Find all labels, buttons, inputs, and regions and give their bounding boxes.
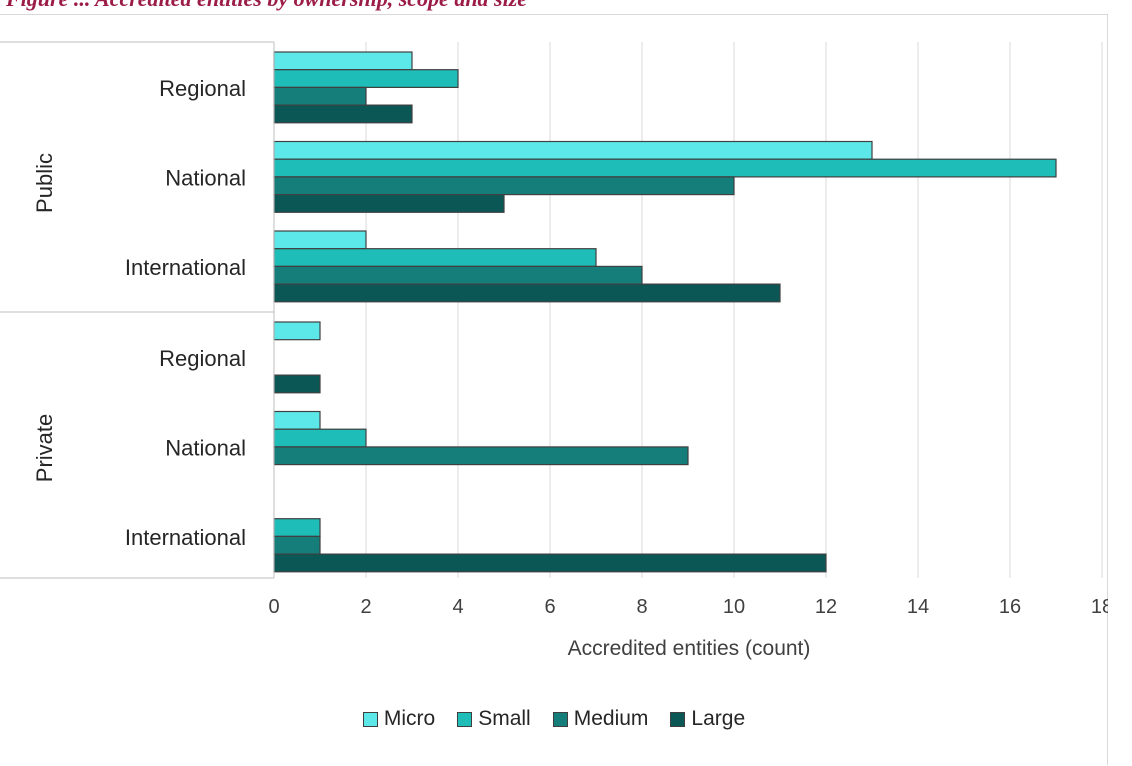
axis-lines xyxy=(0,41,275,579)
legend-item-micro: Micro xyxy=(362,707,436,731)
bar-small xyxy=(273,518,321,538)
x-tick-label: 16 xyxy=(999,596,1021,618)
bar-small xyxy=(273,428,367,448)
category-label: International xyxy=(125,525,246,550)
bar-medium xyxy=(273,535,321,555)
legend-item-medium: Medium xyxy=(552,707,649,731)
bar-medium xyxy=(273,265,643,285)
legend-swatch xyxy=(670,711,686,727)
bar-large xyxy=(273,374,321,394)
x-tick-label: 14 xyxy=(907,596,929,618)
bar-small xyxy=(273,69,459,89)
figure-caption: Figure ... Accredited entities by owners… xyxy=(6,0,527,12)
bar-medium xyxy=(273,176,735,196)
x-tick-label: 2 xyxy=(360,596,371,618)
legend-label: Large xyxy=(691,707,746,730)
tick-labels: 0 2 4 6 8 10 12 14 16 18 xyxy=(268,596,1108,618)
legend-label: Small xyxy=(478,707,531,730)
group-label: Private xyxy=(32,414,57,482)
group-label: Public xyxy=(32,153,57,213)
bar-medium xyxy=(273,446,689,466)
legend-swatch xyxy=(457,711,473,727)
bar-medium xyxy=(273,86,367,106)
legend-label: Micro xyxy=(383,707,436,730)
x-tick-label: 0 xyxy=(268,596,279,618)
bar-large xyxy=(273,104,413,124)
bar-micro xyxy=(273,140,873,160)
category-label: National xyxy=(165,166,246,191)
bar-micro xyxy=(273,321,321,341)
category-label: Regional xyxy=(159,76,246,101)
legend-swatch xyxy=(362,711,378,727)
bar-large xyxy=(273,553,827,573)
bar-micro xyxy=(273,51,413,71)
bars xyxy=(273,51,1057,573)
bar-large xyxy=(273,283,781,303)
bar-large xyxy=(273,194,505,213)
x-tick-label: 8 xyxy=(636,596,647,618)
gridlines xyxy=(365,42,1103,578)
category-label: Regional xyxy=(159,346,246,371)
x-tick-label: 12 xyxy=(815,596,837,618)
group-labels: Public Private xyxy=(32,153,57,482)
x-axis-title: Accredited entities (count) xyxy=(568,637,811,660)
x-tick-label: 4 xyxy=(452,596,463,618)
bar-micro xyxy=(273,410,321,430)
category-labels: Regional National International Regional Nat… xyxy=(125,76,246,550)
legend: Micro Small Medium Large xyxy=(0,707,1108,731)
bar-small xyxy=(273,158,1057,178)
bar-micro xyxy=(273,230,367,250)
category-label: International xyxy=(125,255,246,280)
x-tick-label: 6 xyxy=(544,596,555,618)
bar-small xyxy=(273,248,597,267)
category-label: National xyxy=(165,436,246,461)
legend-item-large: Large xyxy=(670,707,745,731)
legend-swatch xyxy=(552,711,568,727)
bar-chart: 0 2 4 6 8 10 12 14 16 18 Regional National Internat… xyxy=(0,41,1108,660)
legend-label: Medium xyxy=(573,707,649,730)
x-tick-label: 18 xyxy=(1091,596,1108,618)
chart-frame: 0 2 4 6 8 10 12 14 16 18 Regional National Internat… xyxy=(0,14,1108,765)
legend-item-small: Small xyxy=(457,707,531,731)
x-tick-label: 10 xyxy=(723,596,745,618)
